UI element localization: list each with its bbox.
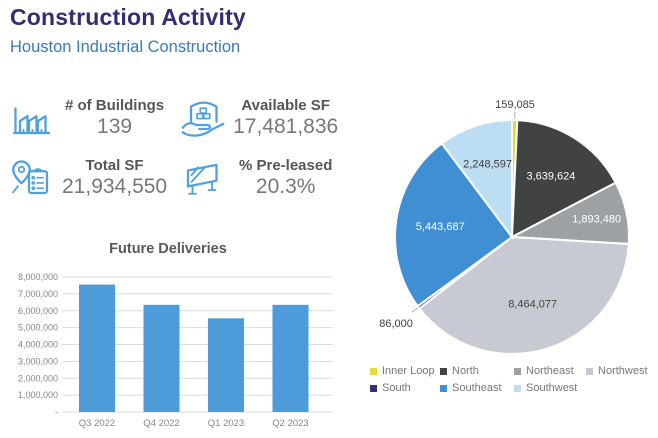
pie-slice-southwest [440, 118, 513, 240]
svg-text:Q3 2022: Q3 2022 [79, 418, 115, 429]
legend-marker [514, 384, 521, 392]
legend-label: Inner Loop [382, 365, 435, 377]
warehouse-hand-icon [181, 101, 225, 137]
legend-marker [370, 367, 377, 375]
bar-q1-2023 [208, 318, 244, 412]
svg-text:-: - [55, 407, 58, 417]
svg-text:2,000,000: 2,000,000 [18, 373, 58, 383]
bar-q2-2023 [272, 304, 309, 412]
svg-text:159,085: 159,085 [495, 99, 535, 111]
legend-marker [586, 367, 593, 375]
svg-text:2,248,597: 2,248,597 [463, 158, 512, 170]
svg-text:5,000,000: 5,000,000 [18, 323, 58, 333]
kpi-number-of-buildings: # of Buildings 139 [6, 94, 167, 142]
legend-item-southeast: Southeast [440, 382, 514, 394]
svg-text:4,000,000: 4,000,000 [18, 340, 58, 350]
svg-text:1,000,000: 1,000,000 [18, 390, 58, 400]
kpi-value: 20.3% [255, 174, 316, 198]
legend-item-inner-loop: Inner Loop [370, 365, 440, 377]
kpi-label: Total SF [85, 157, 144, 175]
legend-marker [370, 384, 377, 392]
legend-marker [514, 367, 521, 375]
legend-label: Southeast [452, 382, 502, 394]
buildings-icon [13, 107, 50, 135]
kpi-available-sf: Available SF 17,481,836 [177, 94, 338, 142]
pie-slice-northwest [417, 235, 630, 355]
svg-text:Q2 2023: Q2 2023 [272, 418, 308, 429]
svg-text:Q1 2023: Q1 2023 [208, 418, 244, 429]
bar-chart-title: Future Deliveries [109, 241, 227, 257]
kpi-label: Available SF [241, 97, 330, 115]
kpi-grid: # of Buildings 139 Available SF 17,481,8… [6, 94, 338, 202]
svg-text:6,000,000: 6,000,000 [18, 306, 58, 316]
legend-label: South [382, 382, 411, 394]
pie-legend: Inner Loop North Northeast Northwest South So… [370, 365, 656, 394]
legend-label: North [452, 365, 479, 377]
legend-marker [440, 367, 447, 375]
svg-text:8,464,077: 8,464,077 [508, 299, 557, 311]
bar-q4-2022 [143, 304, 180, 412]
kpi-pct-preleased: % Pre-leased 20.3% [177, 154, 338, 202]
pin-clipboard-icon [11, 160, 49, 195]
svg-text:1,893,480: 1,893,480 [572, 213, 621, 225]
legend-item-south: South [370, 382, 440, 394]
legend-label: Southwest [526, 382, 578, 394]
sign-easel-icon [186, 163, 218, 195]
kpi-value: 17,481,836 [233, 114, 339, 138]
legend-item-northwest: Northwest [586, 365, 656, 377]
svg-text:5,443,687: 5,443,687 [416, 221, 465, 233]
kpi-total-sf: Total SF 21,934,550 [6, 154, 167, 202]
pie-slice-north [510, 119, 617, 239]
page-title: Construction Activity [10, 4, 246, 30]
pie-slice-southeast [394, 142, 514, 308]
submarket-sf-pie-chart: 159,085 3,639,624 1,893,480 8,464,077 86,000… [379, 99, 630, 355]
kpi-label: # of Buildings [64, 97, 165, 115]
bar-q3-2022 [79, 284, 115, 412]
legend-label: Northwest [598, 365, 648, 377]
future-deliveries-bar-chart: - 1,000,000 2,000,000 3,000,000 4,000,000 5,0… [18, 272, 333, 429]
legend-label: Northeast [526, 365, 574, 377]
legend-item-north: North [440, 365, 514, 377]
svg-text:8,000,000: 8,000,000 [18, 272, 58, 282]
legend-item-southwest: Southwest [514, 382, 586, 394]
kpi-value: 139 [97, 114, 133, 138]
kpi-value: 21,934,550 [62, 174, 168, 198]
svg-text:3,000,000: 3,000,000 [18, 356, 58, 366]
svg-text:3,639,624: 3,639,624 [526, 170, 575, 182]
legend-marker [440, 384, 447, 392]
svg-text:7,000,000: 7,000,000 [18, 289, 58, 299]
page-subtitle: Houston Industrial Construction [10, 38, 241, 56]
kpi-label: % Pre-leased [238, 157, 333, 175]
legend-item-northeast: Northeast [514, 365, 586, 377]
svg-text:Q4 2022: Q4 2022 [143, 418, 179, 429]
svg-text:86,000: 86,000 [379, 318, 413, 330]
